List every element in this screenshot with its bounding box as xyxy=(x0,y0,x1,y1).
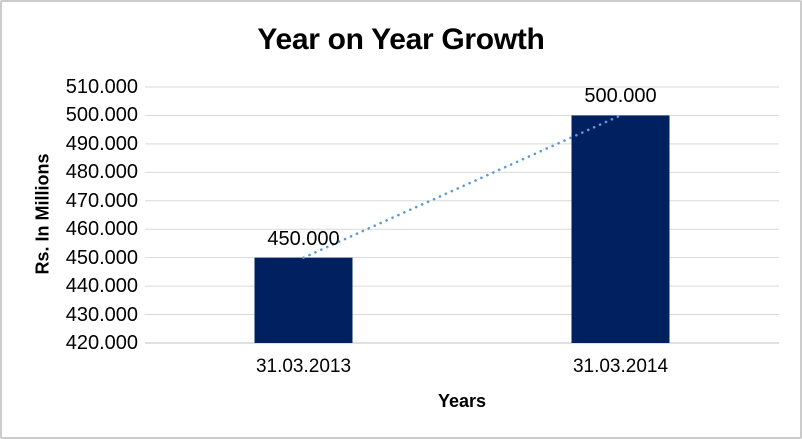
bar-31.03.2013 xyxy=(254,257,353,343)
trendline xyxy=(302,114,622,259)
y-tick-label: 480.000 xyxy=(65,161,138,184)
bar-data-label: 450.000 xyxy=(267,227,340,250)
chart-title: Year on Year Growth xyxy=(257,23,545,56)
y-tick-label: 470.000 xyxy=(65,189,138,212)
y-tick-label: 460.000 xyxy=(65,218,138,241)
y-tick-label: 440.000 xyxy=(65,275,138,298)
y-tick-label: 420.000 xyxy=(65,332,138,354)
bar-data-label: 500.000 xyxy=(584,85,657,108)
y-tick-label: 500.000 xyxy=(65,104,138,127)
x-category-label: 31.03.2013 xyxy=(255,356,352,377)
x-category-label: 31.03.2014 xyxy=(572,356,669,377)
y-tick-label: 510.000 xyxy=(65,76,138,98)
y-tick-label: 450.000 xyxy=(65,246,138,269)
x-axis-title: Years xyxy=(437,391,487,411)
bar-31.03.2014 xyxy=(571,115,670,343)
y-tick-label: 490.000 xyxy=(65,132,138,155)
y-tick-label: 430.000 xyxy=(65,303,138,326)
